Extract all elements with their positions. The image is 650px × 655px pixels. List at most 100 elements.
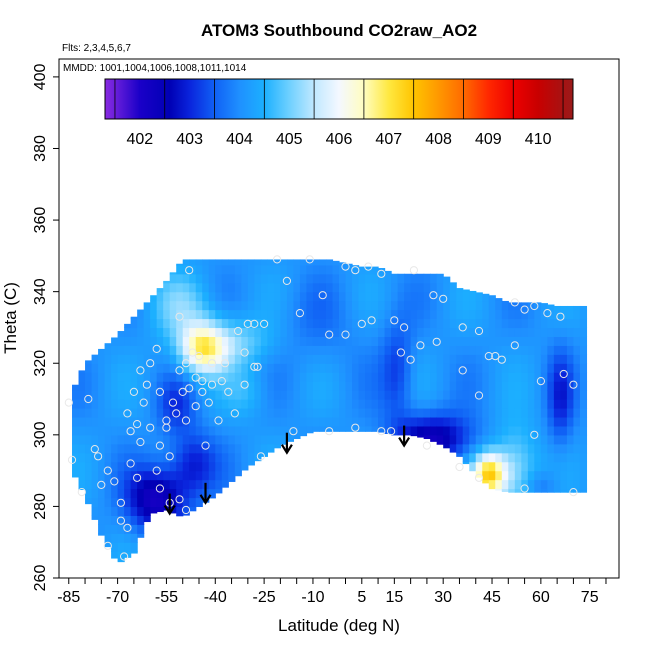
- heatmap-cell: [215, 327, 223, 337]
- heatmap-cell: [469, 336, 477, 346]
- heatmap-cell: [495, 363, 503, 373]
- heatmap-cell: [182, 390, 190, 400]
- heatmap-cell: [391, 416, 399, 427]
- heatmap-cell: [104, 461, 112, 472]
- heatmap-cell: [202, 318, 210, 329]
- heatmap-cell: [345, 381, 353, 391]
- observation-point: [207, 380, 217, 389]
- heatmap-cell: [332, 407, 340, 418]
- arrow-markers: [163, 425, 411, 516]
- heatmap-cell: [527, 461, 535, 472]
- heatmap-cell: [280, 318, 288, 329]
- heatmap-cell: [267, 264, 275, 275]
- observation-point: [439, 294, 448, 303]
- heatmap-cell: [137, 345, 145, 355]
- heatmap-cell: [221, 434, 229, 445]
- observation-point: [409, 266, 418, 275]
- heatmap-cell: [247, 259, 255, 266]
- heatmap-cell: [202, 425, 210, 436]
- heatmap-cell: [72, 416, 80, 427]
- heatmap-cell: [508, 309, 516, 320]
- heatmap-cell: [260, 264, 268, 275]
- heatmap-cell: [352, 318, 360, 329]
- heatmap-cell: [163, 381, 171, 391]
- heatmap-cell: [449, 300, 457, 311]
- heatmap-cell: [247, 416, 255, 427]
- heatmap-cell: [208, 381, 216, 391]
- heatmap-cell: [228, 443, 236, 454]
- heatmap-cell: [117, 515, 125, 525]
- heatmap-cell: [469, 434, 477, 445]
- heatmap-cell: [573, 470, 581, 481]
- observation-point: [497, 355, 506, 364]
- heatmap-cell: [189, 282, 197, 293]
- heatmap-cell: [365, 327, 373, 337]
- heatmap-cell: [436, 407, 444, 418]
- heatmap-cell: [267, 291, 275, 302]
- heatmap-cell: [482, 336, 490, 346]
- heatmap-cell: [215, 425, 223, 436]
- heatmap-cell: [137, 488, 145, 499]
- heatmap-cell: [384, 372, 392, 382]
- heatmap-cell: [358, 300, 366, 311]
- heatmap-cell: [345, 425, 353, 432]
- heatmap-cell: [325, 425, 334, 432]
- observation-point: [191, 373, 200, 382]
- heatmap-cell: [156, 497, 164, 508]
- heatmap-cell: [228, 425, 236, 436]
- heatmap-cell: [306, 416, 314, 427]
- heatmap-cell: [352, 372, 360, 382]
- heatmap-cell: [319, 425, 327, 432]
- heatmap-cell: [91, 434, 99, 445]
- heatmap-cell: [267, 336, 275, 346]
- heatmap-cell: [371, 363, 379, 373]
- heatmap-cell: [202, 390, 210, 400]
- heatmap-cell: [495, 399, 503, 409]
- heatmap-cell: [475, 407, 483, 418]
- heatmap-cell: [325, 318, 334, 329]
- heatmap-cell: [189, 259, 197, 266]
- heatmap-cell: [579, 372, 588, 382]
- heatmap-cell: [579, 479, 588, 490]
- heatmap-cell: [521, 372, 529, 382]
- heatmap-cell: [365, 345, 373, 355]
- y-tick-label: 320: [32, 350, 49, 377]
- heatmap-cell: [234, 390, 242, 400]
- heatmap-cell: [345, 327, 353, 337]
- heatmap-cell: [189, 390, 197, 400]
- heatmap-cell: [566, 318, 575, 329]
- heatmap-cell: [306, 354, 314, 364]
- heatmap-cell: [221, 345, 229, 355]
- heatmap-cell: [378, 425, 386, 433]
- heatmap-cell: [176, 273, 184, 284]
- heatmap-cell: [423, 345, 431, 355]
- heatmap-cell: [260, 345, 268, 355]
- heatmap-cell: [410, 282, 418, 293]
- heatmap-cell: [339, 354, 347, 364]
- heatmap-cell: [404, 327, 412, 337]
- heatmap-cell: [573, 354, 581, 364]
- heatmap-cell: [547, 327, 555, 337]
- heatmap-cell: [273, 318, 281, 329]
- heatmap-cell: [267, 259, 275, 266]
- heatmap-cell: [397, 390, 405, 400]
- heatmap-cell: [371, 372, 379, 382]
- heatmap-cell: [72, 399, 80, 409]
- heatmap-cell: [417, 273, 425, 284]
- heatmap-cell: [280, 291, 288, 302]
- heatmap-cell: [169, 443, 177, 454]
- heatmap-cell: [345, 291, 353, 302]
- heatmap-cell: [579, 327, 588, 337]
- heatmap-cell: [553, 354, 561, 364]
- heatmap-cell: [117, 336, 125, 346]
- heatmap-cell: [299, 336, 308, 346]
- heatmap-cell: [202, 470, 210, 481]
- heatmap-cell: [254, 434, 262, 445]
- heatmap-cell: [195, 479, 203, 490]
- observation-point: [396, 348, 405, 357]
- heatmap-cell: [267, 363, 275, 373]
- heatmap-cell: [306, 327, 314, 337]
- heatmap-cell: [234, 309, 242, 320]
- heatmap-cell: [560, 309, 568, 320]
- heatmap-cell: [117, 524, 125, 534]
